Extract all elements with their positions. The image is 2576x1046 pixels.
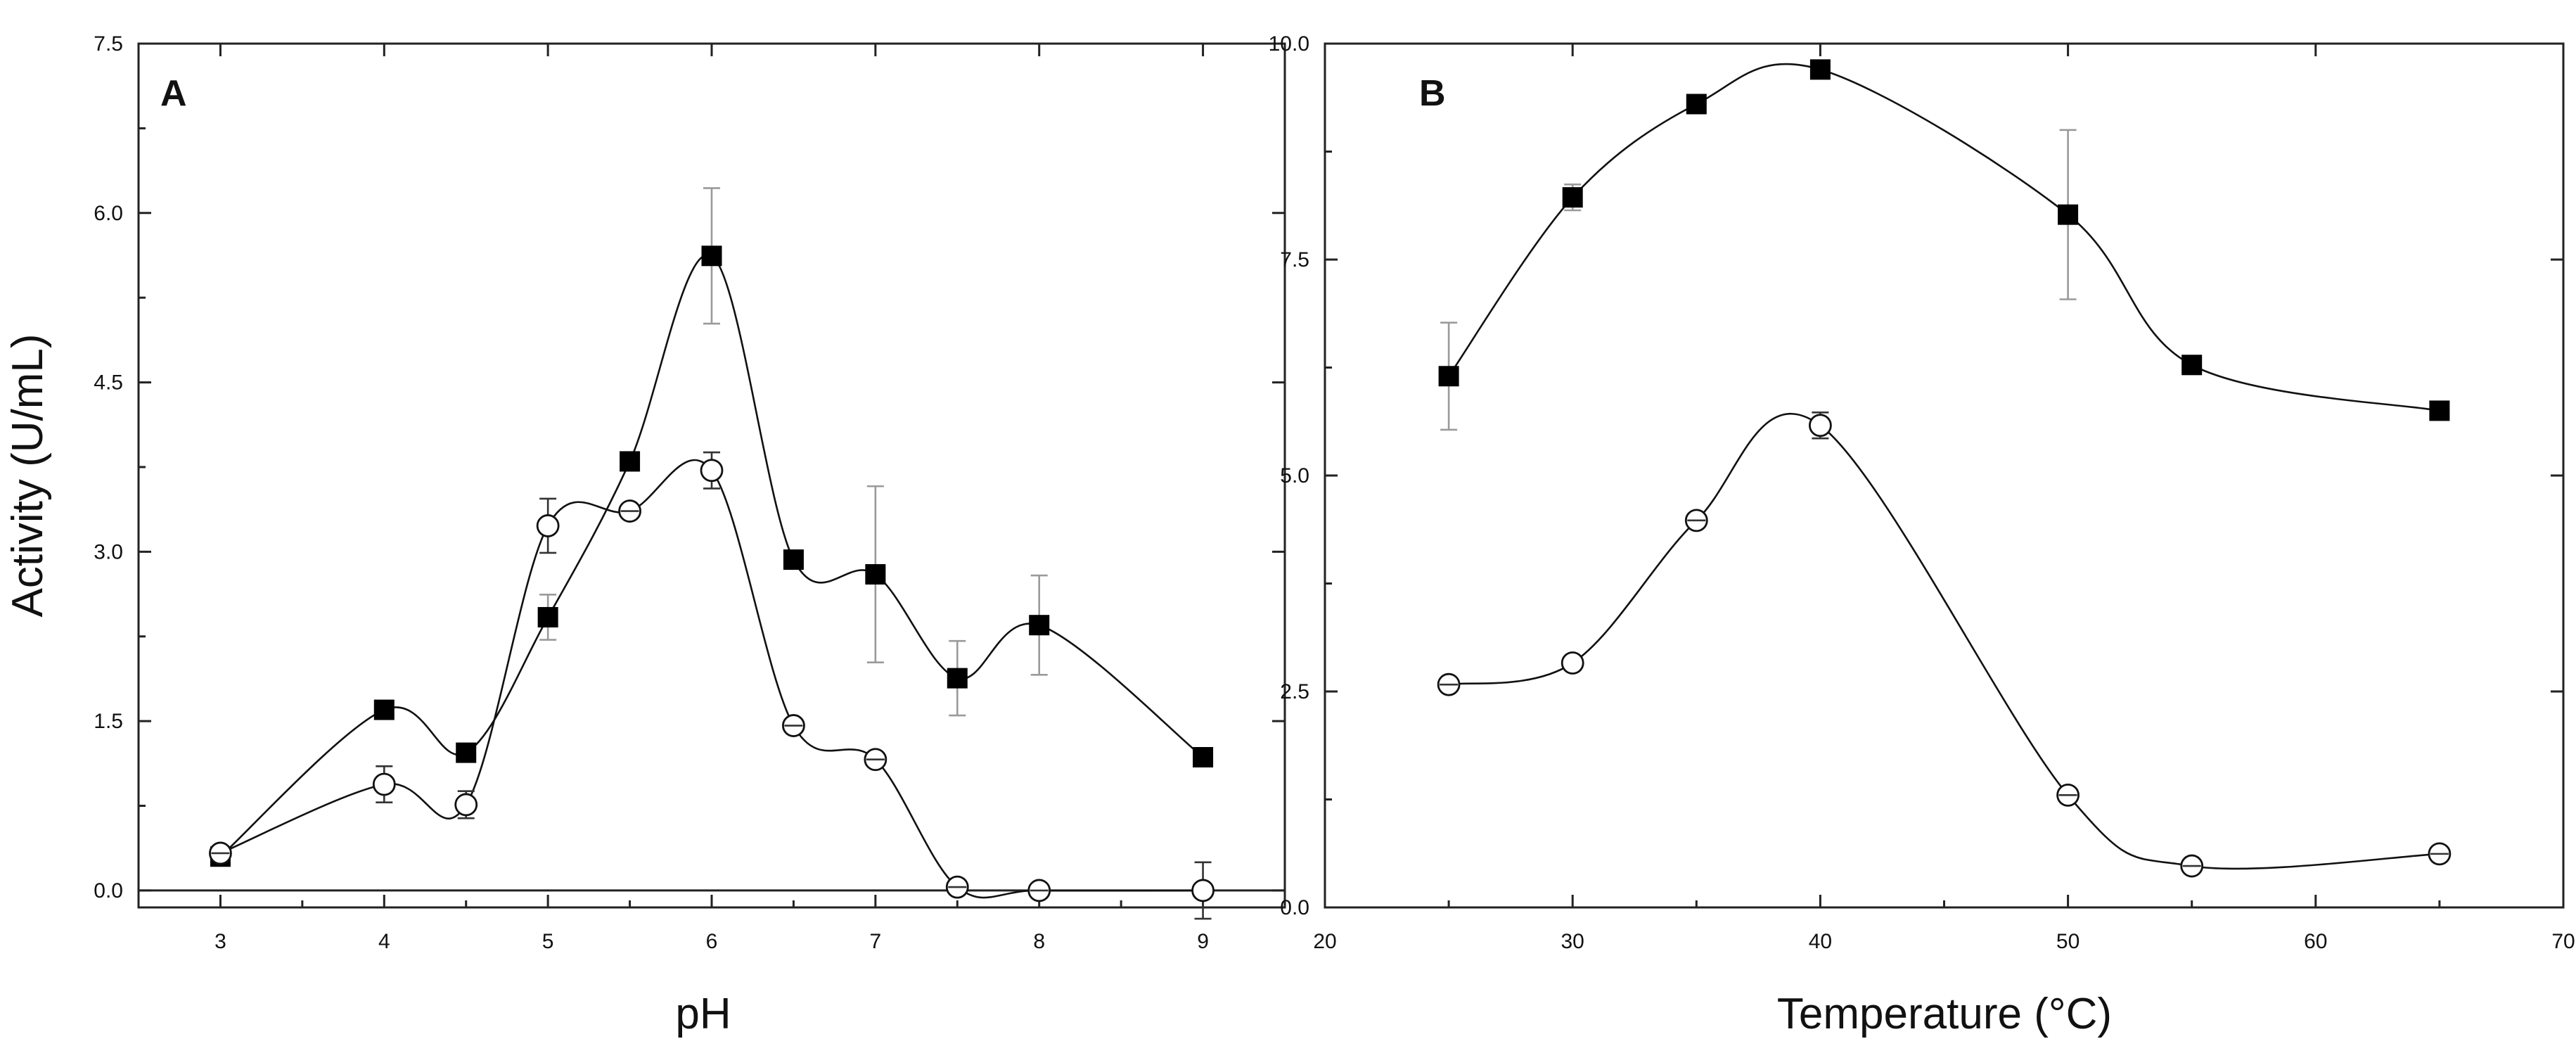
panel-b-y-tick-label: 2.5 <box>1280 680 1309 703</box>
panel-a-y-tick-label: 1.5 <box>94 710 123 733</box>
panel-b-x-tick-label: 60 <box>2304 930 2327 953</box>
panel-a-square-point <box>1193 747 1214 768</box>
panel-a-markers <box>209 245 1215 903</box>
panel-a-y-tick-label: 6.0 <box>94 202 123 225</box>
panel-a-label: A <box>160 73 187 114</box>
panel-a-y-tick-label: 3.0 <box>94 540 123 563</box>
panel-a-x-axis-label: pH <box>675 990 731 1038</box>
panel-a-square-point <box>947 668 968 689</box>
panel-b-y-tick-label: 0.0 <box>1280 896 1309 919</box>
panel-a-x-tick-label: 7 <box>870 930 882 953</box>
panel-b-square-point <box>2429 400 2450 421</box>
panel-a-square-point <box>373 699 395 720</box>
panel-b-x-tick-label: 20 <box>1313 930 1336 953</box>
panel-b-x-tick-label: 40 <box>1809 930 1832 953</box>
panel-a-y-tick-label: 0.0 <box>94 879 123 903</box>
panel-b-y-tick-label: 10.0 <box>1269 32 1309 56</box>
panel-a-y-tick-label: 4.5 <box>94 371 123 395</box>
panel-b-x-axis-label: Temperature (°C) <box>1777 990 2112 1038</box>
panel-b-x-tick-label: 30 <box>1561 930 1584 953</box>
panel-b-square-point <box>1438 366 1459 387</box>
panel-b-circle-point <box>1561 651 1584 675</box>
panel-a: A 3 4 5 6 7 8 9 0.0 1.5 3.0 4.5 6.0 7.5 pH Activity … <box>4 32 1286 1038</box>
panel-b: B 20 30 40 50 60 70 0.0 2.5 5.0 7.5 10.0 Temperatu… <box>1269 32 2575 1038</box>
panel-a-square-point <box>865 563 886 585</box>
panel-a-circle-point <box>1191 879 1215 903</box>
panel-b-square-point <box>2181 355 2203 376</box>
panel-a-square-point <box>456 742 477 763</box>
panel-a-x-tick-label: 6 <box>706 930 718 953</box>
panel-a-circle-point <box>372 772 396 796</box>
panel-a-y-tick-label: 7.5 <box>94 32 123 56</box>
panel-a-circle-point <box>536 514 560 537</box>
panel-a-square-point <box>537 606 558 627</box>
panel-a-square-point <box>1029 615 1050 636</box>
panel-b-ticks: 20 30 40 50 60 70 0.0 2.5 5.0 7.5 10.0 <box>1269 32 2575 953</box>
panel-a-square-point <box>701 245 722 267</box>
panel-b-square-point <box>1809 59 1831 80</box>
panel-b-y-tick-label: 7.5 <box>1280 248 1309 272</box>
panel-b-square-point <box>1686 94 1707 115</box>
panel-a-x-tick-label: 8 <box>1033 930 1045 953</box>
panel-a-x-tick-label: 5 <box>542 930 554 953</box>
panel-b-y-tick-label: 5.0 <box>1280 464 1309 487</box>
panel-a-circle-point <box>454 793 478 817</box>
panel-a-y-axis-label: Activity (U/mL) <box>4 334 52 618</box>
panel-b-markers <box>1437 59 2452 878</box>
panel-a-x-tick-label: 9 <box>1197 930 1209 953</box>
panel-b-label: B <box>1419 73 1446 114</box>
panel-a-x-tick-label: 4 <box>378 930 390 953</box>
panel-a-x-tick-label: 3 <box>214 930 226 953</box>
panel-b-circle-point <box>1808 414 1832 438</box>
panel-b-square-point <box>1562 187 1583 208</box>
panel-b-square-point <box>2058 204 2079 225</box>
panel-a-square-point <box>620 451 641 472</box>
panel-a-square-point <box>783 549 804 570</box>
panel-a-circle-point <box>700 459 724 483</box>
panel-b-x-tick-label: 70 <box>2551 930 2575 953</box>
panel-b-x-tick-label: 50 <box>2056 930 2080 953</box>
